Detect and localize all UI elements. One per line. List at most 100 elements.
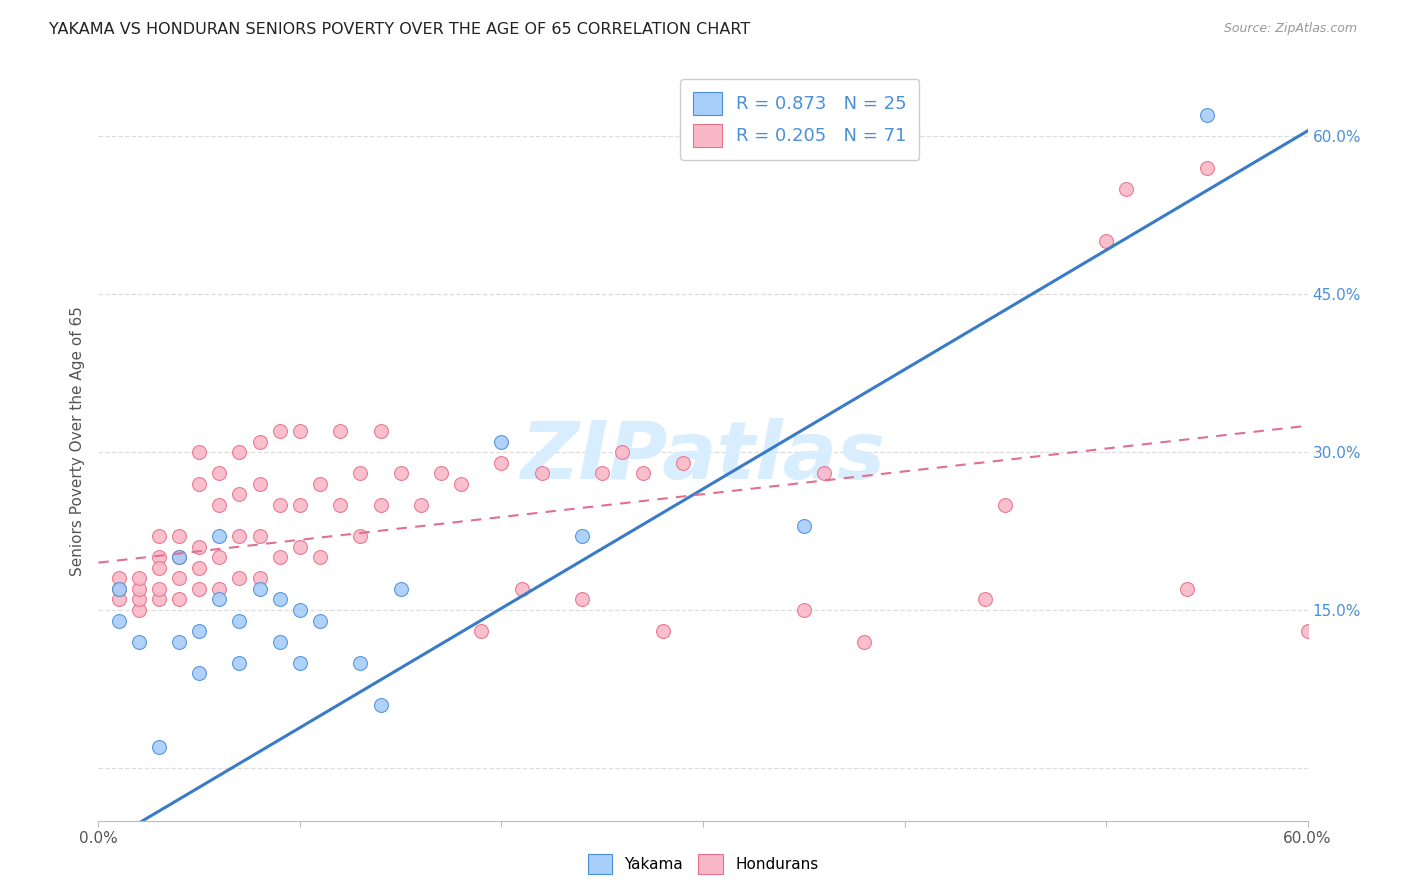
Point [793,603,815,617]
Point [107,571,129,585]
Point [1195,161,1218,175]
Point [813,466,835,480]
Point [994,498,1017,512]
Point [389,582,412,596]
Point [349,529,371,543]
Point [249,529,271,543]
Text: YAKAMA VS HONDURAN SENIORS POVERTY OVER THE AGE OF 65 CORRELATION CHART: YAKAMA VS HONDURAN SENIORS POVERTY OVER … [49,22,751,37]
Point [128,582,150,596]
Point [571,592,593,607]
Point [672,456,695,470]
Point [188,624,211,639]
Point [148,739,170,754]
Point [309,476,332,491]
Point [329,498,352,512]
Point [651,624,673,639]
Point [309,550,332,565]
Point [491,434,513,449]
Point [188,476,211,491]
Point [269,498,291,512]
Point [167,529,190,543]
Y-axis label: Seniors Poverty Over the Age of 65: Seniors Poverty Over the Age of 65 [69,307,84,576]
Point [269,592,291,607]
Point [228,571,250,585]
Point [1115,182,1137,196]
Point [188,540,211,554]
Point [288,498,311,512]
Point [269,424,291,438]
Point [228,656,250,670]
Point [450,476,472,491]
Point [148,582,170,596]
Point [228,445,250,459]
Point [470,624,492,639]
Point [208,550,231,565]
Point [128,571,150,585]
Point [510,582,533,596]
Point [128,592,150,607]
Point [167,634,190,648]
Point [107,582,129,596]
Point [148,592,170,607]
Point [148,561,170,575]
Point [571,529,593,543]
Point [128,603,150,617]
Point [631,466,654,480]
Point [288,656,311,670]
Point [107,592,129,607]
Point [612,445,634,459]
Legend: R = 0.873   N = 25, R = 0.205   N = 71: R = 0.873 N = 25, R = 0.205 N = 71 [681,79,920,160]
Point [1296,624,1319,639]
Point [167,550,190,565]
Point [208,498,231,512]
Point [249,434,271,449]
Point [188,666,211,681]
Point [167,571,190,585]
Point [349,656,371,670]
Point [167,550,190,565]
Point [167,592,190,607]
Point [370,498,392,512]
Point [148,529,170,543]
Point [228,487,250,501]
Point [269,550,291,565]
Legend: Yakama, Hondurans: Yakama, Hondurans [582,848,824,880]
Point [1175,582,1198,596]
Point [1095,235,1118,249]
Point [591,466,613,480]
Point [188,582,211,596]
Point [793,518,815,533]
Point [853,634,876,648]
Point [409,498,432,512]
Point [269,634,291,648]
Point [148,550,170,565]
Point [249,582,271,596]
Point [249,476,271,491]
Point [309,614,332,628]
Point [208,466,231,480]
Point [349,466,371,480]
Point [288,603,311,617]
Point [208,592,231,607]
Point [107,582,129,596]
Point [128,634,150,648]
Point [208,529,231,543]
Point [249,571,271,585]
Point [530,466,553,480]
Point [107,614,129,628]
Point [1195,108,1218,122]
Point [228,614,250,628]
Point [288,424,311,438]
Point [288,540,311,554]
Point [389,466,412,480]
Point [430,466,453,480]
Point [370,424,392,438]
Point [188,561,211,575]
Text: Source: ZipAtlas.com: Source: ZipAtlas.com [1223,22,1357,36]
Point [974,592,997,607]
Text: ZIPatlas: ZIPatlas [520,417,886,496]
Point [370,698,392,712]
Point [228,529,250,543]
Point [208,582,231,596]
Point [188,445,211,459]
